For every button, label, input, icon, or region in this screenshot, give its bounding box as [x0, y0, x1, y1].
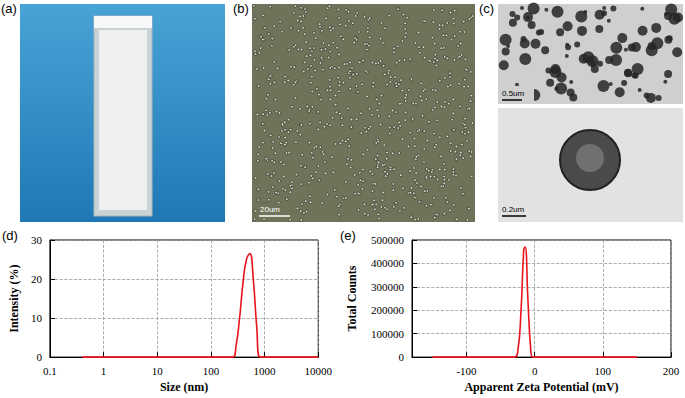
- svg-text:Size (nm): Size (nm): [160, 380, 208, 394]
- svg-text:0.1: 0.1: [43, 365, 57, 377]
- svg-text:(a): (a): [1, 1, 17, 16]
- svg-text:(b): (b): [233, 1, 249, 16]
- svg-text:20: 20: [31, 273, 43, 285]
- html-text:(e): (e): [340, 228, 356, 243]
- html-text:(d): (d): [2, 228, 18, 243]
- svg-text:0.2um: 0.2um: [502, 205, 525, 214]
- svg-text:100: 100: [203, 365, 220, 377]
- svg-text:0: 0: [532, 365, 538, 377]
- svg-text:100: 100: [595, 365, 612, 377]
- svg-text:200000: 200000: [371, 304, 405, 316]
- svg-text:0: 0: [399, 351, 405, 363]
- svg-text:200: 200: [663, 365, 680, 377]
- svg-text:10: 10: [152, 365, 164, 377]
- svg-text:400000: 400000: [371, 257, 405, 269]
- svg-text:500000: 500000: [371, 234, 405, 246]
- svg-text:-100: -100: [456, 365, 477, 377]
- svg-text:100000: 100000: [371, 328, 405, 340]
- svg-text:300000: 300000: [371, 281, 405, 293]
- svg-text:20um: 20um: [260, 205, 280, 214]
- svg-text:10000: 10000: [305, 365, 333, 377]
- svg-text:1: 1: [101, 365, 107, 377]
- svg-text:0: 0: [36, 351, 42, 363]
- svg-text:Apparent Zeta Potential (mV): Apparent Zeta Potential (mV): [464, 380, 618, 394]
- svg-text:(c): (c): [479, 1, 494, 16]
- svg-text:30: 30: [31, 234, 43, 246]
- svg-text:Total Counts: Total Counts: [345, 265, 359, 331]
- svg-text:0.5um: 0.5um: [502, 89, 525, 98]
- svg-text:1000: 1000: [254, 365, 277, 377]
- svg-text:Intensity (%): Intensity (%): [7, 264, 21, 332]
- svg-text:10: 10: [31, 312, 43, 324]
